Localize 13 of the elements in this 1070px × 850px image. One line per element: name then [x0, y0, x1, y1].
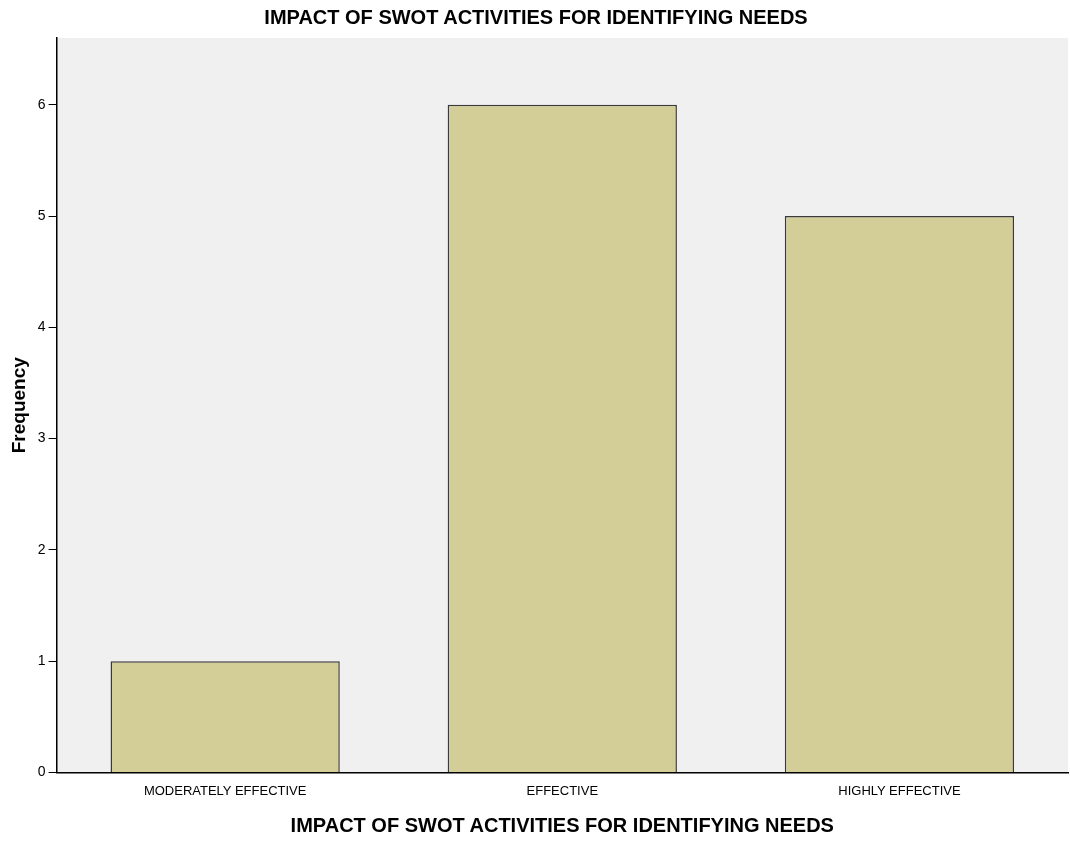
y-tick-label: 2: [37, 540, 46, 557]
y-tick-label: 5: [37, 206, 46, 223]
y-tick-label: 1: [37, 651, 46, 668]
x-tick-label: EFFECTIVE: [526, 782, 599, 798]
y-tick-label: 3: [37, 429, 46, 446]
x-axis-title: IMPACT OF SWOT ACTIVITIES FOR IDENTIFYING NEEDS: [290, 813, 834, 836]
chart-title: IMPACT OF SWOT ACTIVITIES FOR IDENTIFYING NEEDS: [264, 5, 808, 28]
y-tick-label: 6: [37, 95, 46, 112]
x-tick-label: HIGHLY EFFECTIVE: [838, 782, 961, 798]
y-tick-label: 0: [37, 763, 46, 780]
y-axis-title: Frequency: [7, 356, 29, 454]
x-tick-label: MODERATELY EFFECTIVE: [143, 782, 307, 798]
y-tick-label: 4: [37, 318, 46, 335]
